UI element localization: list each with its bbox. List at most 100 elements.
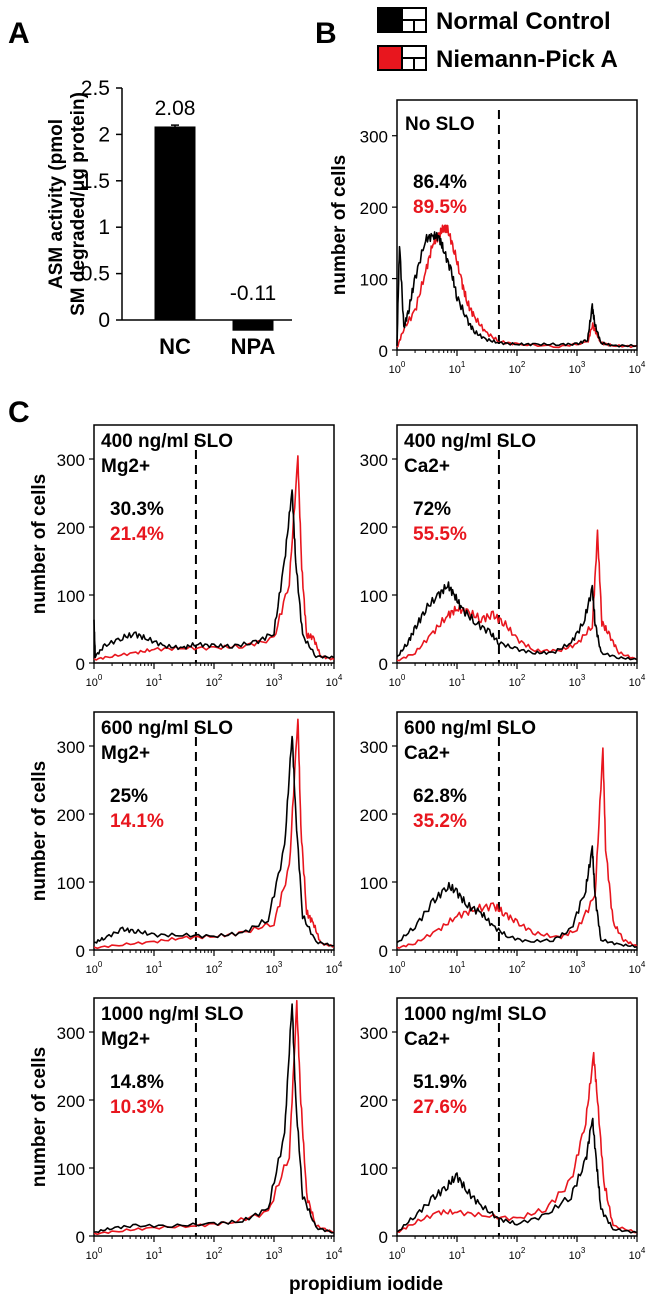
- x-tick-label: 103: [266, 960, 283, 976]
- percent-normal-control: 72%: [413, 499, 451, 520]
- x-tick-label: 100: [389, 360, 406, 376]
- percent-niemann-pick-a: 35.2%: [413, 811, 467, 832]
- x-tick-exponent: 3: [581, 960, 586, 969]
- x-tick-base: 10: [206, 677, 218, 689]
- y-tick-label: 0: [76, 942, 85, 961]
- x-tick-label: 103: [266, 673, 283, 689]
- panel-condition: Mg2+: [101, 743, 150, 764]
- legend-label: Niemann-Pick A: [436, 46, 618, 73]
- x-tick-exponent: 2: [521, 960, 526, 969]
- x-tick-exponent: 2: [521, 360, 526, 369]
- percent-normal-control: 14.8%: [110, 1072, 164, 1093]
- x-tick-label: 102: [206, 673, 223, 689]
- x-tick-exponent: 4: [641, 960, 646, 969]
- y-axis-label: number of cells: [29, 761, 50, 901]
- panel-title: 400 ng/ml SLO: [101, 431, 233, 452]
- x-tick-exponent: 3: [278, 960, 283, 969]
- percent-normal-control: 30.3%: [110, 499, 164, 520]
- x-tick-base: 10: [146, 677, 158, 689]
- x-tick-base: 10: [629, 364, 641, 376]
- x-tick-exponent: 4: [338, 673, 343, 682]
- x-tick-base: 10: [266, 964, 278, 976]
- x-tick-exponent: 2: [521, 1246, 526, 1255]
- x-tick-exponent: 2: [218, 960, 223, 969]
- x-tick-label: 103: [569, 960, 586, 976]
- x-tick-label: 103: [569, 673, 586, 689]
- y-tick-label: 300: [57, 738, 85, 757]
- x-tick-label: 100: [389, 1246, 406, 1262]
- x-tick-label: 102: [509, 960, 526, 976]
- x-tick-label: 103: [266, 1246, 283, 1262]
- series-line-normal-control: [396, 1117, 638, 1234]
- y-tick-label: 300: [360, 738, 388, 757]
- x-tick-label: 101: [449, 960, 466, 976]
- x-tick-label: 102: [206, 960, 223, 976]
- x-tick-exponent: 1: [461, 360, 466, 369]
- panel-title: 400 ng/ml SLO: [404, 431, 536, 452]
- x-tick-label: 102: [509, 360, 526, 376]
- percent-niemann-pick-a: 27.6%: [413, 1097, 467, 1118]
- y-tick-label: 0: [98, 309, 110, 332]
- x-tick-label: 104: [326, 1246, 343, 1262]
- series-line-normal-control: [93, 735, 335, 947]
- x-tick-label: 104: [629, 960, 646, 976]
- x-tick-label: 100: [389, 960, 406, 976]
- legend-item: [377, 7, 427, 33]
- x-tick-exponent: 0: [98, 673, 103, 682]
- y-tick-label: 100: [57, 1160, 85, 1179]
- x-tick-exponent: 4: [641, 360, 646, 369]
- series-line-normal-control: [396, 581, 638, 661]
- bar: [232, 319, 274, 331]
- x-tick-label: 101: [449, 360, 466, 376]
- panel-title: 600 ng/ml SLO: [404, 718, 536, 739]
- x-axis-label: propidium iodide: [289, 1274, 443, 1295]
- y-tick-label: 0.5: [81, 263, 110, 286]
- y-tick-label: 200: [360, 519, 388, 538]
- y-tick-label: 300: [360, 128, 388, 147]
- x-tick-base: 10: [509, 964, 521, 976]
- x-tick-label: 102: [509, 1246, 526, 1262]
- legend-item: [377, 45, 427, 71]
- x-tick-label: 102: [206, 1246, 223, 1262]
- x-tick-label: 104: [326, 960, 343, 976]
- x-tick-base: 10: [569, 964, 581, 976]
- x-tick-label: 100: [389, 673, 406, 689]
- x-tick-base: 10: [629, 677, 641, 689]
- panel-condition: Mg2+: [101, 1029, 150, 1050]
- category-label: NC: [159, 334, 191, 359]
- x-tick-base: 10: [389, 1250, 401, 1262]
- percent-niemann-pick-a: 55.5%: [413, 524, 467, 545]
- x-tick-exponent: 3: [581, 360, 586, 369]
- x-tick-label: 101: [146, 960, 163, 976]
- y-tick-label: 100: [360, 271, 388, 290]
- y-tick-label: 100: [57, 587, 85, 606]
- x-tick-exponent: 1: [461, 673, 466, 682]
- percent-niemann-pick-a: 14.1%: [110, 811, 164, 832]
- panel-condition: Ca2+: [404, 1029, 450, 1050]
- x-tick-base: 10: [449, 964, 461, 976]
- x-tick-exponent: 0: [401, 960, 406, 969]
- series-line-niemann-pick-a: [93, 999, 335, 1236]
- x-tick-label: 103: [569, 1246, 586, 1262]
- series-line-niemann-pick-a: [396, 224, 638, 349]
- percent-normal-control: 25%: [110, 786, 148, 807]
- legend-swatch: [377, 7, 403, 33]
- panel-title: 1000 ng/ml SLO: [404, 1004, 547, 1025]
- y-tick-label: 200: [360, 199, 388, 218]
- x-tick-exponent: 0: [98, 1246, 103, 1255]
- percent-normal-control: 51.9%: [413, 1072, 467, 1093]
- y-tick-label: 300: [360, 451, 388, 470]
- panel-condition: Ca2+: [404, 743, 450, 764]
- x-tick-base: 10: [266, 1250, 278, 1262]
- y-tick-label: 300: [360, 1024, 388, 1043]
- legend-label: Normal Control: [436, 8, 611, 35]
- x-tick-exponent: 2: [218, 673, 223, 682]
- y-tick-label: 200: [57, 1092, 85, 1111]
- bar: [154, 126, 196, 321]
- x-tick-exponent: 2: [218, 1246, 223, 1255]
- x-tick-label: 101: [449, 673, 466, 689]
- plot-frame: [396, 99, 638, 351]
- x-tick-base: 10: [86, 1250, 98, 1262]
- data-label: 2.08: [155, 97, 196, 120]
